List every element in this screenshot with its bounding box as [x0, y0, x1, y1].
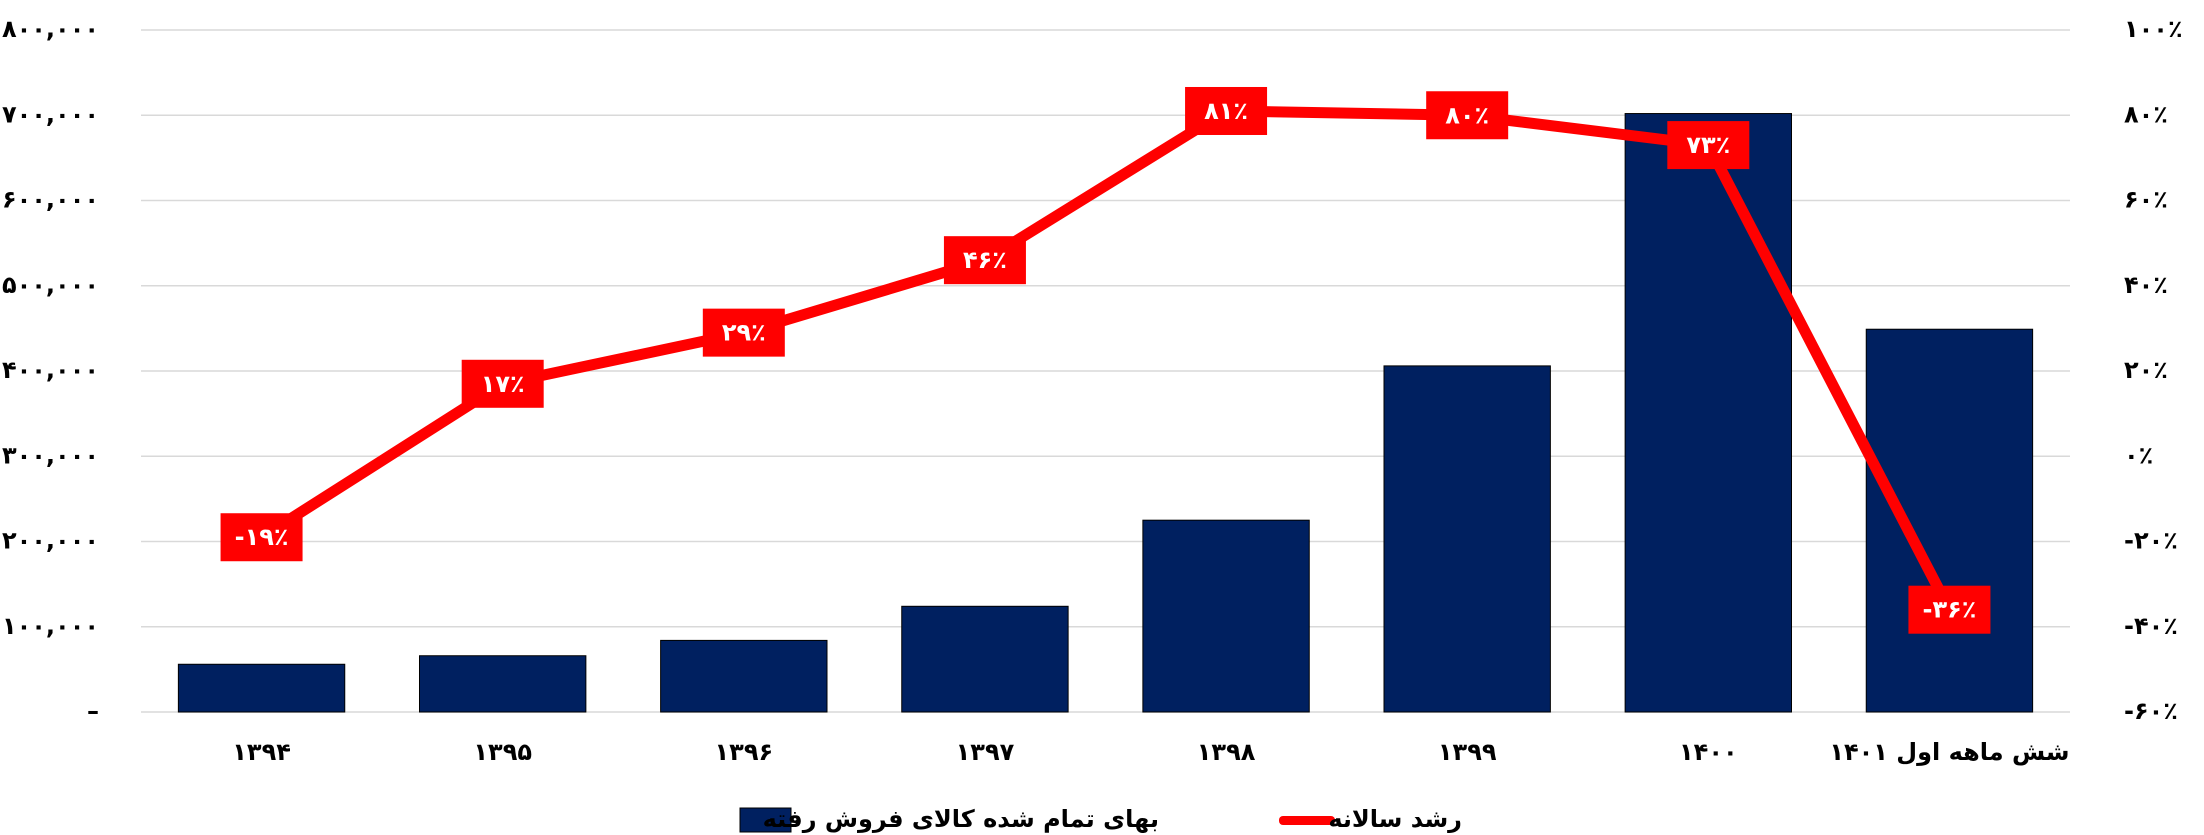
value-label: ۸۰٪ — [1445, 101, 1489, 129]
legend-label: رشد سالانه — [1328, 805, 1462, 833]
bar — [1383, 365, 1551, 713]
value-label: -۳۶٪ — [1922, 596, 1976, 624]
y-tick-label: ۳۰۰,۰۰۰ — [2, 441, 99, 469]
y-tick-label: – — [87, 697, 99, 725]
value-label: ۱۷٪ — [481, 370, 525, 398]
x-tick-label: ۱۳۹۷ — [956, 738, 1015, 766]
y-tick-label: ۷۰۰,۰۰۰ — [2, 100, 99, 128]
x-tick-label: ۱۳۹۸ — [1197, 738, 1256, 766]
bar — [1142, 519, 1310, 713]
bar — [177, 663, 346, 713]
value-label-box — [1908, 585, 1991, 634]
value-label: ۲۹٪ — [722, 319, 766, 347]
y-tick-label: ۶۰۰,۰۰۰ — [2, 186, 99, 214]
y2-tick-label: ۸۰٪ — [2124, 100, 2168, 128]
legend-label: بهای تمام شده کالای فروش رفته — [763, 805, 1159, 833]
y2-tick-label: ۱۰۰٪ — [2124, 15, 2183, 43]
y-tick-label: ۱۰۰,۰۰۰ — [2, 612, 99, 640]
y2-tick-label: -۲۰٪ — [2124, 527, 2178, 555]
legend-swatch — [1279, 816, 1335, 825]
y-tick-label: ۴۰۰,۰۰۰ — [2, 356, 99, 384]
x-tick-label: شش ماهه اول ۱۴۰۱ — [1829, 738, 2069, 766]
x-tick-label: ۱۳۹۹ — [1438, 738, 1497, 766]
bar — [418, 655, 587, 713]
value-label: -۱۹٪ — [235, 523, 289, 551]
x-tick-label: ۱۳۹۴ — [232, 738, 291, 766]
y2-tick-label: -۶۰٪ — [2124, 697, 2178, 725]
value-label-box — [1426, 91, 1509, 140]
y2-tick-label: -۴۰٪ — [2124, 612, 2178, 640]
value-label: ۷۳٪ — [1686, 131, 1730, 159]
bar — [1865, 328, 2034, 713]
y-tick-label: ۲۰۰,۰۰۰ — [2, 527, 99, 555]
value-label-box — [702, 308, 785, 357]
x-tick-label: ۱۳۹۶ — [715, 738, 774, 766]
y2-tick-label: ۶۰٪ — [2124, 186, 2168, 214]
value-label: ۴۶٪ — [963, 246, 1007, 274]
x-tick-label: ۱۳۹۵ — [473, 738, 532, 766]
x-tick-label: ۱۴۰۰ — [1679, 738, 1738, 766]
bar — [1624, 113, 1793, 713]
value-label: ۸۱٪ — [1204, 97, 1248, 125]
legend-swatch — [739, 807, 792, 833]
value-label-box — [943, 236, 1026, 285]
y2-tick-label: ۴۰٪ — [2124, 271, 2168, 299]
y-tick-label: ۵۰۰,۰۰۰ — [2, 271, 99, 299]
bar — [901, 605, 1069, 713]
value-label-box — [1185, 86, 1268, 135]
value-label-box — [1667, 121, 1750, 170]
bar — [660, 639, 828, 713]
value-label-box — [220, 513, 303, 562]
value-label-box — [461, 359, 544, 408]
y2-tick-label: ۰٪ — [2124, 441, 2153, 469]
y-tick-label: ۸۰۰,۰۰۰ — [2, 15, 99, 43]
y2-tick-label: ۲۰٪ — [2124, 356, 2168, 384]
